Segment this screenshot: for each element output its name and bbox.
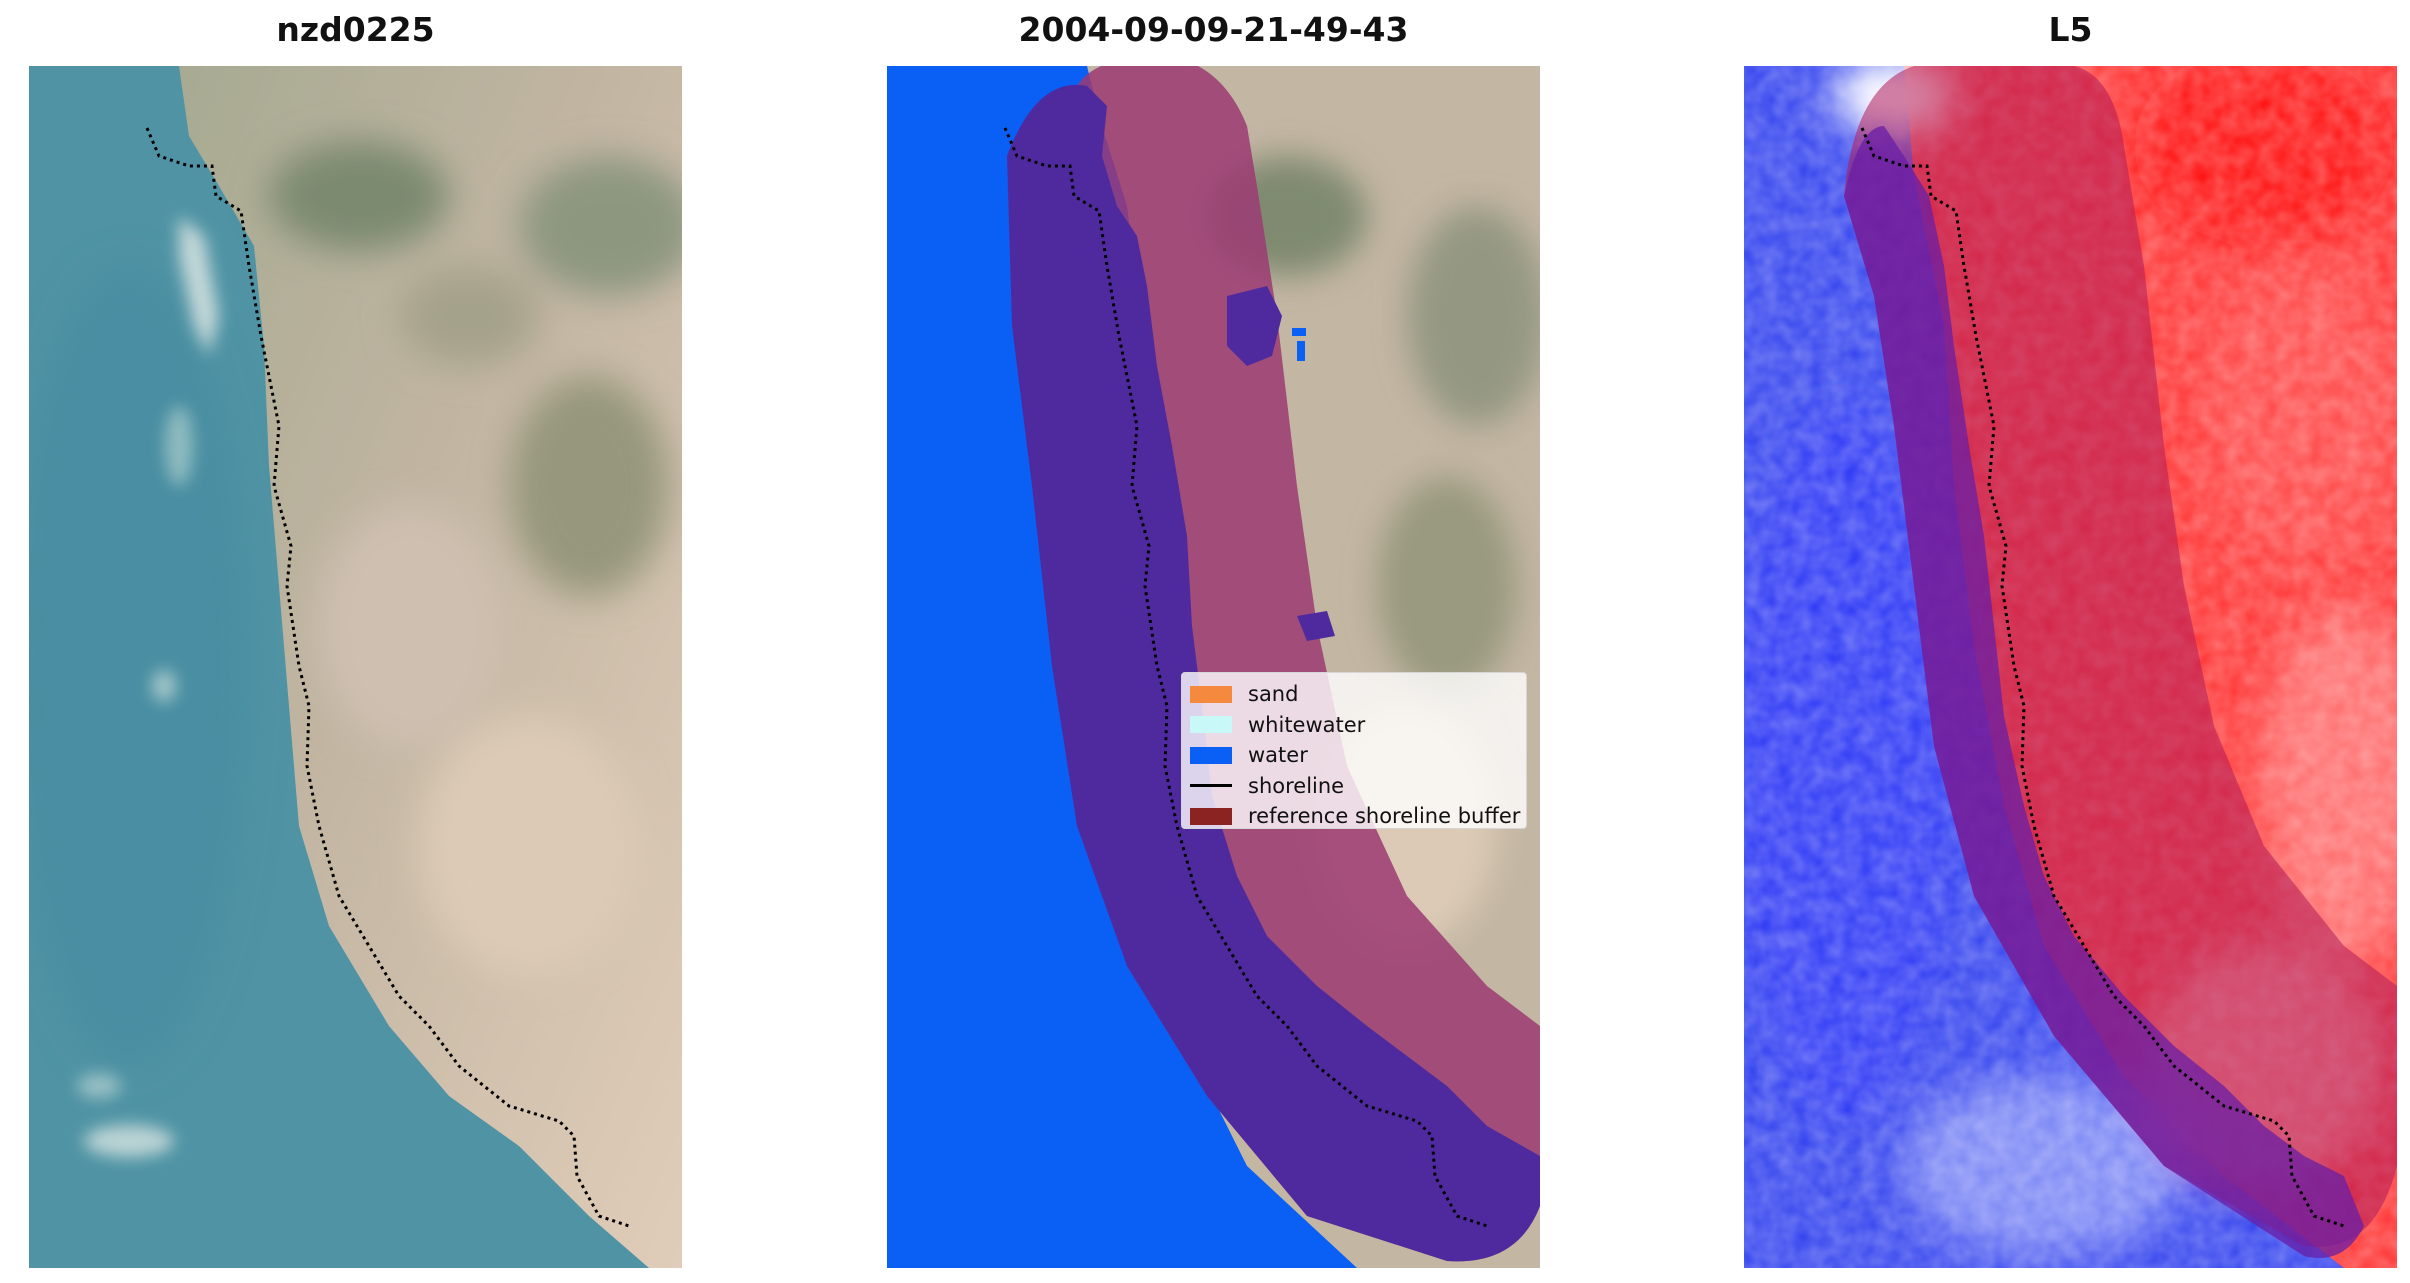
panel-title-classification: 2004-09-09-21-49-43 <box>1018 10 1409 49</box>
rgb-satellite-image <box>29 66 682 1268</box>
classification-panel <box>887 66 1540 1268</box>
shoreline-dotted <box>145 127 630 1228</box>
legend-label: water <box>1248 743 1308 768</box>
reference-shoreline-buffer-water <box>1007 84 1540 1262</box>
sand-swatch <box>1190 685 1232 703</box>
legend-item-reference-buffer: reference shoreline buffer <box>1190 801 1526 832</box>
legend-item-whitewater: whitewater <box>1190 710 1526 741</box>
panel-title-rgb: nzd0225 <box>276 10 435 49</box>
legend-label: shoreline <box>1248 773 1345 798</box>
reference-shoreline-buffer-land <box>1844 66 2397 1247</box>
legend-label: whitewater <box>1248 712 1366 737</box>
legend-item-sand: sand <box>1190 679 1526 710</box>
legend-item-shoreline: shoreline <box>1190 771 1526 802</box>
shoreline-dotted <box>1860 127 2345 1228</box>
shoreline-line-swatch <box>1190 784 1232 788</box>
water-swatch <box>1190 746 1232 764</box>
index-image <box>1744 66 2397 1268</box>
reference-buffer-swatch <box>1190 807 1232 825</box>
classification-image <box>887 66 1540 1268</box>
legend-label: reference shoreline buffer <box>1248 804 1521 829</box>
legend: sand whitewater water shoreline referenc… <box>1181 672 1527 829</box>
rgb-image-panel <box>29 66 682 1268</box>
index-panel <box>1744 66 2397 1268</box>
reference-shoreline-buffer-water <box>1844 126 2364 1258</box>
legend-label: sand <box>1248 682 1299 707</box>
whitewater-swatch <box>1190 716 1232 734</box>
panel-title-index: L5 <box>2048 10 2093 49</box>
legend-item-water: water <box>1190 740 1526 771</box>
shoreline-dotted <box>1003 127 1488 1228</box>
